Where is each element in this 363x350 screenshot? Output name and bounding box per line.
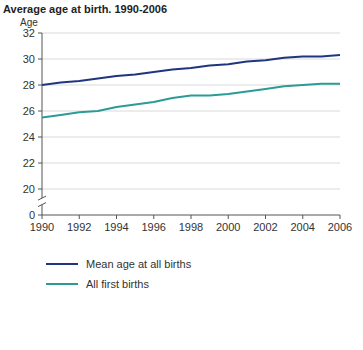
y-axis [42,205,43,215]
x-tick-label: 2004 [291,221,315,233]
y-tick-label: 24 [23,131,35,143]
legend-swatch [46,283,78,285]
x-tick-label: 1990 [30,221,54,233]
y-tick [38,137,42,138]
chart: Average age at birth. 1990-2006Age020222… [0,0,363,350]
x-tick-label: 2006 [328,221,352,233]
y-tick [38,33,42,34]
y-tick [38,111,42,112]
y-tick-label: 32 [23,27,35,39]
grid-line [42,163,340,164]
plot-area [42,55,340,117]
grid-line [42,137,340,138]
x-tick [340,215,341,219]
series-line [42,55,340,85]
x-tick [116,215,117,219]
y-tick [38,85,42,86]
grid-line [42,189,340,190]
x-tick [228,215,229,219]
axis-break [38,196,46,200]
legend-label: All first births [86,278,149,290]
y-tick [38,163,42,164]
grid-line [42,59,340,60]
x-tick-label: 1994 [104,221,128,233]
legend-label: Mean age at all births [86,258,192,270]
legend-swatch [46,263,78,265]
y-tick-label: 26 [23,105,35,117]
y-tick-label: 30 [23,53,35,65]
y-tick-label: 28 [23,79,35,91]
x-tick-label: 2002 [253,221,277,233]
x-tick [265,215,266,219]
x-tick [153,215,154,219]
x-tick [42,215,43,219]
series-line [42,84,340,118]
y-axis [42,33,43,198]
x-tick [302,215,303,219]
title: Average age at birth. 1990-2006 [3,3,167,15]
x-tick-label: 2000 [216,221,240,233]
y-tick [38,59,42,60]
grid-line [42,33,340,34]
y-tick-label: 0 [29,209,35,221]
y-tick [38,189,42,190]
y-tick [38,215,42,216]
y-tick-label: 22 [23,157,35,169]
axis-break [38,203,46,207]
x-tick-label: 1992 [67,221,91,233]
x-tick [79,215,80,219]
x-tick-label: 1996 [142,221,166,233]
x-tick-label: 1998 [179,221,203,233]
x-tick [191,215,192,219]
y-tick-label: 20 [23,183,35,195]
